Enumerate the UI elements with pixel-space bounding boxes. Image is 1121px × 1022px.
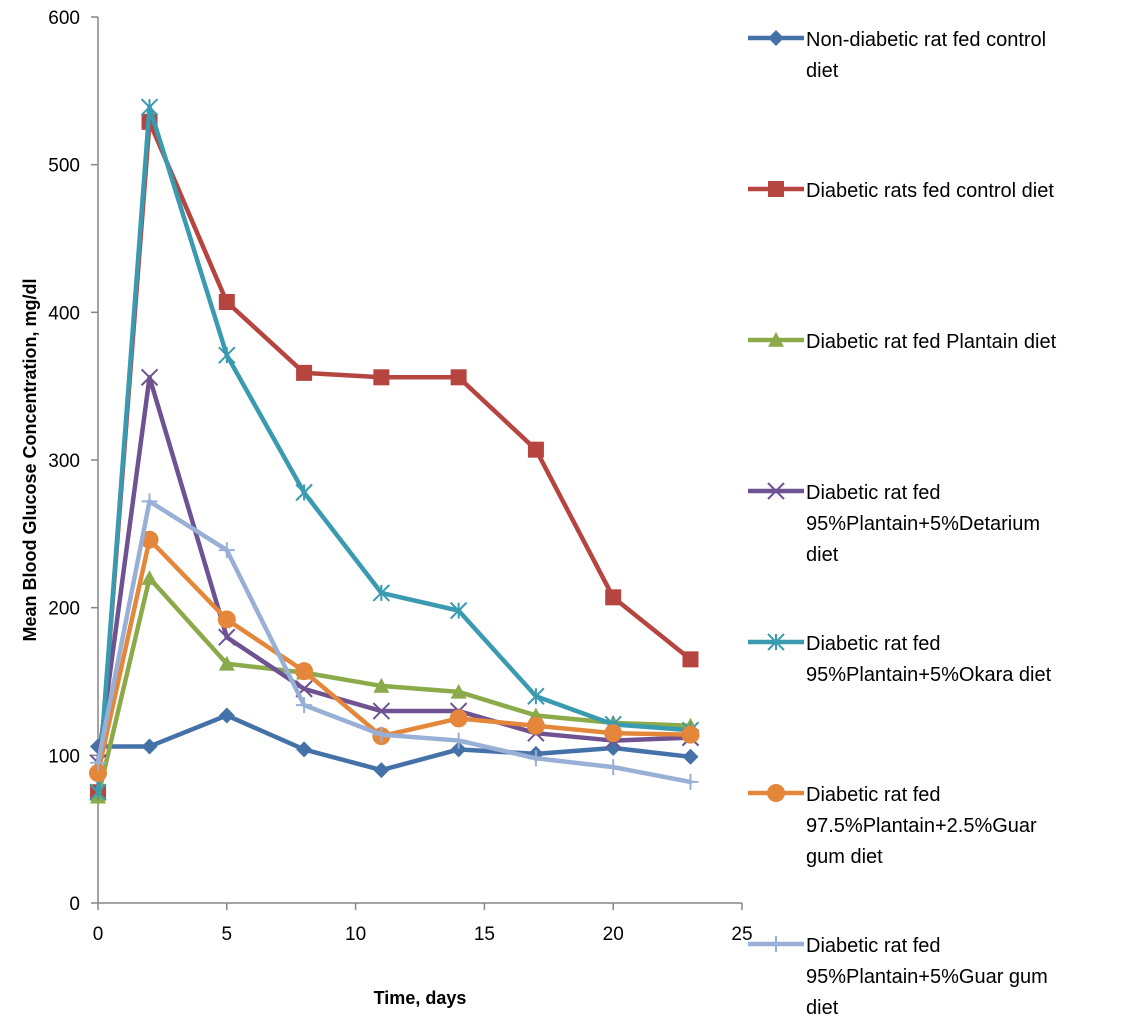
- legend-label: Diabetic rat fed: [806, 784, 941, 806]
- y-tick-label: 200: [48, 599, 80, 620]
- x-tick-label: 25: [731, 924, 752, 945]
- x-tick-label: 5: [222, 924, 233, 945]
- y-tick-label: 500: [48, 156, 80, 177]
- data-point-square: [218, 293, 235, 310]
- data-point-diamond: [450, 741, 467, 758]
- legend-label: 95%Plantain+5%Detarium: [806, 513, 1040, 535]
- data-point-star: [767, 633, 785, 651]
- series-2: [90, 113, 699, 801]
- legend-label: Diabetic rat fed: [806, 633, 941, 655]
- data-point-plus: [90, 754, 106, 771]
- data-point-square: [450, 369, 467, 386]
- legend-label: 95%Plantain+5%Guar gum: [806, 966, 1048, 988]
- data-point-diamond: [373, 762, 390, 779]
- data-point-square: [373, 369, 390, 386]
- legend-item: Diabetic rat fed Plantain diet: [748, 331, 1057, 353]
- legend-label: diet: [806, 60, 839, 82]
- data-point-plus: [682, 773, 699, 790]
- data-point-star: [218, 346, 236, 364]
- data-point-square: [682, 651, 699, 668]
- series-5: [89, 98, 700, 801]
- x-tick-label: 0: [93, 924, 104, 945]
- data-point-square: [296, 364, 313, 381]
- data-point-circle: [89, 764, 107, 783]
- legend-item: Diabetic rats fed control diet: [748, 180, 1054, 202]
- data-point-square: [527, 441, 544, 458]
- data-point-plus: [768, 936, 784, 952]
- data-point-square: [605, 589, 622, 606]
- data-point-plus: [296, 697, 313, 714]
- series-6: [89, 530, 700, 783]
- data-point-x: [140, 368, 159, 387]
- series-layer: [89, 98, 700, 804]
- x-tick-label: 15: [474, 924, 495, 945]
- legend-label: Diabetic rat fed Plantain diet: [806, 331, 1057, 353]
- legend-label: diet: [806, 544, 839, 566]
- data-point-triangle: [141, 570, 158, 585]
- legend-label: Diabetic rat fed: [806, 935, 941, 957]
- legend-item: Diabetic rat fed 97.5%Plantain+2.5%Guar gu…: [748, 784, 1037, 868]
- data-point-plus: [218, 542, 235, 559]
- legend-label: Non-diabetic rat fed control: [806, 29, 1046, 51]
- series-7: [90, 493, 699, 790]
- data-point-circle: [449, 709, 468, 728]
- legend-item: Diabetic rat fed 95%Plantain+5%Guar gum di…: [748, 935, 1048, 1019]
- data-point-star: [295, 483, 313, 502]
- data-point-circle: [681, 725, 700, 744]
- legend-label: diet: [806, 997, 839, 1019]
- data-point-star: [527, 687, 545, 705]
- data-point-triangle: [218, 655, 235, 671]
- x-tick-label: 20: [603, 924, 624, 945]
- y-tick-label: 0: [69, 894, 80, 915]
- data-point-square: [768, 181, 784, 197]
- y-tick-label: 100: [48, 746, 80, 767]
- legend-label: Diabetic rat fed: [806, 482, 941, 504]
- chart-legend: Non-diabetic rat fed controldietDiabetic…: [748, 29, 1057, 1019]
- series-line: [95, 375, 693, 765]
- y-tick-label: 400: [48, 303, 80, 324]
- x-tick-label: 10: [345, 924, 366, 945]
- legend-item: Non-diabetic rat fed control diet: [748, 29, 1046, 82]
- data-point-circle: [295, 662, 314, 681]
- data-point-star: [140, 98, 159, 116]
- data-point-circle: [767, 784, 785, 802]
- data-point-x: [218, 628, 236, 646]
- data-point-plus: [450, 732, 467, 749]
- data-point-diamond: [296, 741, 313, 758]
- data-point-plus: [605, 759, 622, 776]
- data-point-plus: [373, 726, 390, 743]
- data-point-star: [89, 783, 107, 801]
- data-point-diamond: [141, 738, 158, 755]
- data-point-triangle: [373, 677, 390, 693]
- legend-label: 95%Plantain+5%Okara diet: [806, 664, 1052, 686]
- legend-label: Diabetic rats fed control diet: [806, 180, 1054, 202]
- data-point-x: [767, 482, 785, 500]
- chart-axes: [97, 17, 742, 904]
- legend-item: Diabetic rat fed 95%Plantain+5%Okara diet: [748, 633, 1052, 686]
- data-point-circle: [604, 724, 623, 743]
- y-tick-label: 300: [48, 451, 80, 472]
- data-point-triangle: [450, 683, 467, 699]
- legend-label: gum diet: [806, 846, 883, 868]
- data-point-circle: [526, 716, 545, 735]
- y-tick-label: 600: [48, 8, 80, 29]
- data-point-diamond: [218, 707, 235, 724]
- x-axis-title: Time, days: [374, 988, 467, 1008]
- data-point-triangle: [768, 332, 784, 347]
- data-point-plus: [141, 493, 158, 510]
- data-point-star: [449, 601, 468, 620]
- y-axis-title: Mean Blood Glucose Concentration, mg/dl: [20, 278, 40, 641]
- legend-item: Diabetic rat fed 95%Plantain+5%Detarium di…: [748, 482, 1040, 566]
- data-point-diamond: [768, 30, 784, 46]
- legend-label: 97.5%Plantain+2.5%Guar: [806, 815, 1037, 837]
- data-point-circle: [217, 610, 236, 629]
- data-point-star: [372, 584, 391, 602]
- data-point-diamond: [682, 748, 699, 765]
- axis-ticks: 0 100 200 300 400 500 600 0 5 10 15 20 25: [48, 8, 752, 945]
- data-point-plus: [527, 750, 544, 767]
- data-point-x: [372, 702, 391, 720]
